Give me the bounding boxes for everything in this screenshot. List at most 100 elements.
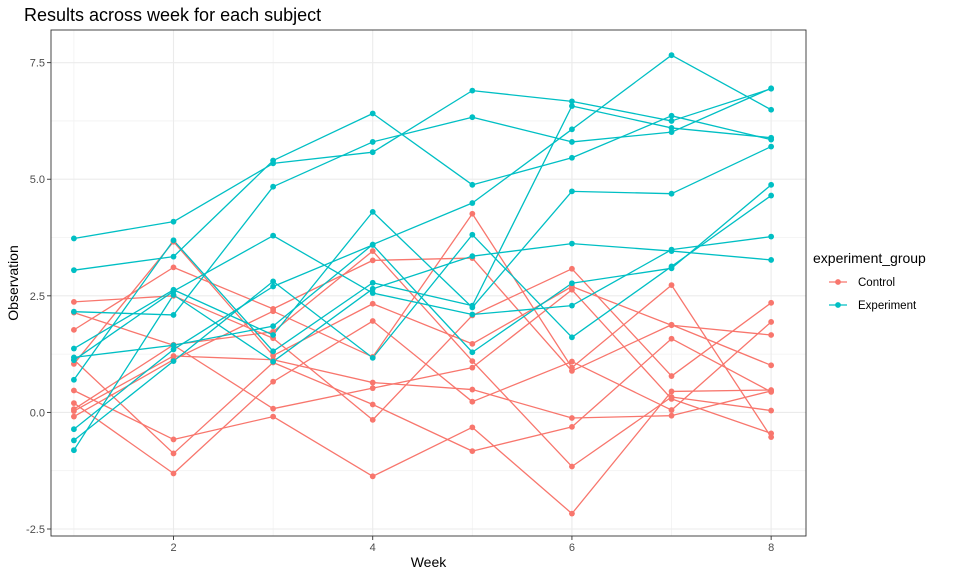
data-point-control xyxy=(369,257,376,264)
data-point-control xyxy=(668,388,675,395)
data-point-control xyxy=(768,332,775,338)
y-tick-label: 0.0 xyxy=(30,407,45,419)
data-point-experiment xyxy=(569,154,575,161)
series-line-experiment xyxy=(73,88,772,240)
x-tick-label: 8 xyxy=(768,542,774,554)
series-line-experiment xyxy=(73,105,772,381)
data-point-control xyxy=(569,286,575,293)
data-point-experiment xyxy=(270,278,277,285)
chart-title: Results across week for each subject xyxy=(24,5,321,25)
data-point-experiment xyxy=(170,286,177,293)
series-line-experiment xyxy=(73,146,772,350)
series-line-control xyxy=(73,320,772,475)
data-point-control xyxy=(71,298,77,305)
y-tick-label: 7.5 xyxy=(30,58,45,70)
data-point-experiment xyxy=(469,87,476,94)
data-point-experiment xyxy=(569,280,575,287)
data-point-control xyxy=(768,430,775,437)
legend-key-point-experiment xyxy=(835,302,841,308)
data-point-control xyxy=(170,264,177,271)
data-point-experiment xyxy=(369,208,376,215)
series-line-experiment xyxy=(73,195,772,441)
data-point-experiment xyxy=(469,253,476,260)
data-point-control xyxy=(469,358,476,365)
series-line-experiment xyxy=(73,112,772,271)
data-point-experiment xyxy=(668,112,675,119)
data-point-experiment xyxy=(369,290,376,296)
data-point-control xyxy=(668,412,675,419)
data-point-experiment xyxy=(768,136,775,143)
data-point-control xyxy=(668,335,675,342)
data-point-control xyxy=(270,405,277,412)
data-point-control xyxy=(768,362,775,369)
x-axis-label: Week xyxy=(411,554,448,570)
data-point-control xyxy=(71,400,77,406)
data-point-control xyxy=(768,407,775,414)
legend: experiment_group Control Experiment xyxy=(813,250,926,312)
data-point-control xyxy=(768,299,775,306)
data-point-experiment xyxy=(71,235,77,242)
data-point-experiment xyxy=(469,349,476,356)
data-point-experiment xyxy=(71,426,77,433)
data-point-experiment xyxy=(569,103,575,109)
data-point-experiment xyxy=(469,231,476,238)
data-point-experiment xyxy=(170,312,177,318)
series-line-control xyxy=(73,268,772,421)
data-point-control xyxy=(668,373,675,379)
data-point-experiment xyxy=(270,157,277,164)
data-point-experiment xyxy=(768,85,775,92)
series-line-control xyxy=(73,338,772,455)
data-point-control xyxy=(369,379,376,386)
data-point-experiment xyxy=(668,52,675,59)
data-point-experiment xyxy=(71,376,77,383)
data-point-experiment xyxy=(469,311,476,318)
data-point-control xyxy=(469,210,476,217)
data-point-experiment xyxy=(369,139,376,145)
data-point-experiment xyxy=(569,188,575,195)
data-point-experiment xyxy=(270,232,277,239)
series-line-experiment xyxy=(73,184,772,430)
data-point-control xyxy=(270,413,277,420)
data-point-control xyxy=(469,424,476,431)
data-point-experiment xyxy=(768,106,775,113)
data-point-control xyxy=(369,401,376,408)
axes: 2 4 6 8 -2.5 0.0 2.5 5.0 7.5 xyxy=(26,58,774,554)
data-point-experiment xyxy=(768,233,775,240)
data-point-experiment xyxy=(71,308,77,315)
data-point-experiment xyxy=(71,354,77,361)
data-point-experiment xyxy=(768,143,775,150)
data-point-control xyxy=(469,448,476,455)
data-point-experiment xyxy=(569,302,575,309)
data-point-experiment xyxy=(71,267,77,274)
data-point-experiment xyxy=(369,354,376,361)
data-point-control xyxy=(569,463,575,470)
data-point-control xyxy=(270,352,277,359)
data-point-control xyxy=(369,385,376,392)
series-line-control xyxy=(73,213,772,438)
x-tick-label: 4 xyxy=(370,542,376,554)
data-point-experiment xyxy=(170,358,177,365)
data-point-experiment xyxy=(469,181,476,188)
data-point-experiment xyxy=(668,129,675,136)
data-point-experiment xyxy=(369,110,376,117)
data-point-experiment xyxy=(768,257,775,263)
data-point-control xyxy=(369,318,376,324)
data-point-experiment xyxy=(668,125,675,131)
data-point-control xyxy=(71,413,77,420)
legend-label-control: Control xyxy=(858,277,895,289)
data-point-experiment xyxy=(469,114,476,121)
x-tick-label: 6 xyxy=(569,542,575,554)
data-point-experiment xyxy=(369,285,376,292)
data-point-experiment xyxy=(71,437,77,444)
legend-key-point-control xyxy=(835,279,841,285)
legend-label-experiment: Experiment xyxy=(858,300,917,312)
series-line-experiment xyxy=(73,87,772,316)
data-point-experiment xyxy=(270,358,277,365)
data-point-experiment xyxy=(71,447,77,454)
data-point-control xyxy=(369,473,376,480)
data-series xyxy=(71,52,775,517)
data-point-experiment xyxy=(668,263,675,270)
data-point-experiment xyxy=(369,149,376,156)
